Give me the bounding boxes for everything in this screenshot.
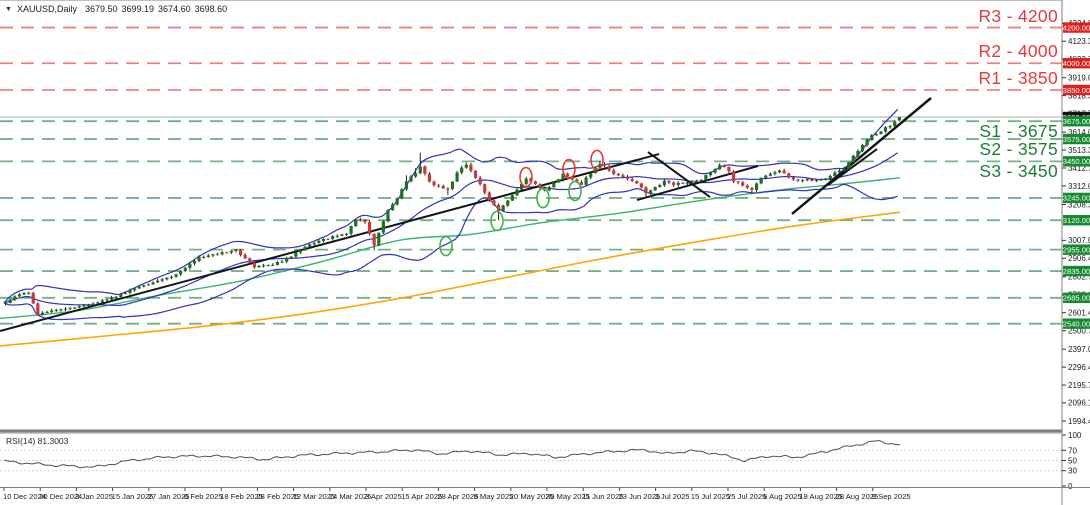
svg-text:3245.00: 3245.00 (1063, 194, 1090, 203)
svg-text:2500.75: 2500.75 (1068, 326, 1090, 335)
svg-text:2601.40: 2601.40 (1068, 309, 1090, 318)
svg-text:15 Apr 2025: 15 Apr 2025 (401, 492, 442, 501)
svg-text:9 Sep 2025: 9 Sep 2025 (872, 492, 911, 501)
svg-text:15 Jul 2025: 15 Jul 2025 (691, 492, 730, 501)
trend-lines (0, 97, 932, 332)
svg-text:15 Jan 2025: 15 Jan 2025 (112, 492, 154, 501)
svg-text:10 Dec 2024: 10 Dec 2024 (3, 492, 46, 501)
svg-text:2540.00: 2540.00 (1063, 319, 1090, 328)
resistance-label: R1 - 3850 (978, 67, 1058, 88)
ma-slow-line (0, 211, 901, 347)
svg-text:2195.75: 2195.75 (1068, 381, 1090, 390)
chart-header: ▼ XAUUSD,Daily 3679.50 3699.19 3674.60 3… (5, 4, 227, 14)
svg-text:2955.00: 2955.00 (1063, 245, 1090, 254)
svg-text:2685.00: 2685.00 (1063, 294, 1090, 303)
price-badges: 4200.004000.003850.003698.603675.003575.… (1063, 22, 1090, 329)
bar-close-value: 3698.60 (194, 4, 228, 14)
symbol-timeframe-label: XAUUSD,Daily (16, 4, 77, 14)
svg-text:28 Apr 2025: 28 Apr 2025 (437, 492, 478, 501)
bar-low-value: 3674.60 (158, 4, 191, 14)
svg-text:3007.05: 3007.05 (1068, 236, 1090, 245)
svg-text:20 Dec 2024: 20 Dec 2024 (39, 492, 82, 501)
symbol-dropdown-icon[interactable]: ▼ (5, 5, 12, 13)
support-label: S3 - 3450 (979, 161, 1058, 182)
svg-text:25 Jul 2025: 25 Jul 2025 (727, 492, 766, 501)
resistance-label: R2 - 4000 (978, 41, 1058, 62)
svg-text:6 Aug 2025: 6 Aug 2025 (763, 492, 801, 501)
svg-text:27 Jan 2025: 27 Jan 2025 (148, 492, 190, 501)
svg-text:4000.00: 4000.00 (1063, 59, 1090, 68)
svg-text:3675.00: 3675.00 (1063, 117, 1090, 126)
candles (4, 116, 901, 316)
svg-text:3 Jul 2025: 3 Jul 2025 (655, 492, 690, 501)
svg-text:30: 30 (1068, 467, 1077, 476)
svg-text:3412.70: 3412.70 (1068, 164, 1090, 173)
rsi-indicator-label: RSI(14) 81.3003 (6, 436, 69, 446)
svg-text:20 May 2025: 20 May 2025 (510, 492, 554, 501)
svg-text:18 Feb 2025: 18 Feb 2025 (220, 492, 263, 501)
bar-high-value: 3699.19 (121, 4, 155, 14)
svg-text:24 Mar 2025: 24 Mar 2025 (329, 492, 372, 501)
rsi-line (3, 440, 901, 469)
svg-text:11 Jun 2025: 11 Jun 2025 (582, 492, 623, 501)
support-label: S1 - 3675 (979, 121, 1058, 142)
svg-text:3 Apr 2025: 3 Apr 2025 (365, 492, 402, 501)
svg-text:3 Jan 2025: 3 Jan 2025 (75, 492, 113, 501)
svg-text:30 May 2025: 30 May 2025 (546, 492, 590, 501)
svg-text:2835.00: 2835.00 (1063, 267, 1090, 276)
svg-text:3450.00: 3450.00 (1063, 157, 1090, 166)
svg-text:3850.00: 3850.00 (1063, 86, 1090, 95)
bar-open-value: 3679.50 (84, 4, 118, 14)
pane-separator (0, 429, 1062, 434)
resistance-label: R3 - 4200 (978, 5, 1058, 26)
svg-text:0: 0 (1068, 482, 1073, 491)
svg-text:18 Aug 2025: 18 Aug 2025 (799, 492, 842, 501)
svg-text:6 Feb 2025: 6 Feb 2025 (184, 492, 222, 501)
svg-text:2096.10: 2096.10 (1068, 399, 1090, 408)
svg-text:3818.35: 3818.35 (1068, 91, 1090, 100)
svg-text:3614.00: 3614.00 (1068, 128, 1090, 137)
svg-text:50: 50 (1068, 457, 1077, 466)
svg-text:100: 100 (1068, 431, 1082, 440)
support-label: S2 - 3575 (979, 139, 1058, 160)
svg-text:8 May 2025: 8 May 2025 (474, 492, 514, 501)
sr-resistance-lines (0, 26, 1062, 91)
svg-text:2802.70: 2802.70 (1068, 273, 1090, 282)
svg-text:4200.00: 4200.00 (1063, 23, 1090, 32)
svg-text:1994.45: 1994.45 (1068, 417, 1090, 426)
svg-text:3513.35: 3513.35 (1068, 146, 1090, 155)
svg-text:3575.00: 3575.00 (1063, 135, 1090, 144)
svg-text:2296.40: 2296.40 (1068, 363, 1090, 372)
annotation-ellipses (439, 149, 604, 257)
svg-text:28 Aug 2025: 28 Aug 2025 (836, 492, 879, 501)
svg-text:2906.40: 2906.40 (1068, 254, 1090, 263)
svg-text:12 Mar 2025: 12 Mar 2025 (293, 492, 336, 501)
svg-text:3312.05: 3312.05 (1068, 182, 1090, 191)
svg-text:2397.05: 2397.05 (1068, 345, 1090, 354)
sr-support-lines (0, 120, 1062, 325)
svg-text:23 Jun 2025: 23 Jun 2025 (618, 492, 660, 501)
svg-text:3919.00: 3919.00 (1068, 73, 1090, 82)
svg-text:4123.35: 4123.35 (1068, 37, 1090, 46)
svg-text:3120.00: 3120.00 (1063, 216, 1090, 225)
svg-text:28 Feb 2025: 28 Feb 2025 (256, 492, 299, 501)
svg-text:3208.35: 3208.35 (1068, 200, 1090, 209)
svg-text:70: 70 (1068, 446, 1077, 455)
